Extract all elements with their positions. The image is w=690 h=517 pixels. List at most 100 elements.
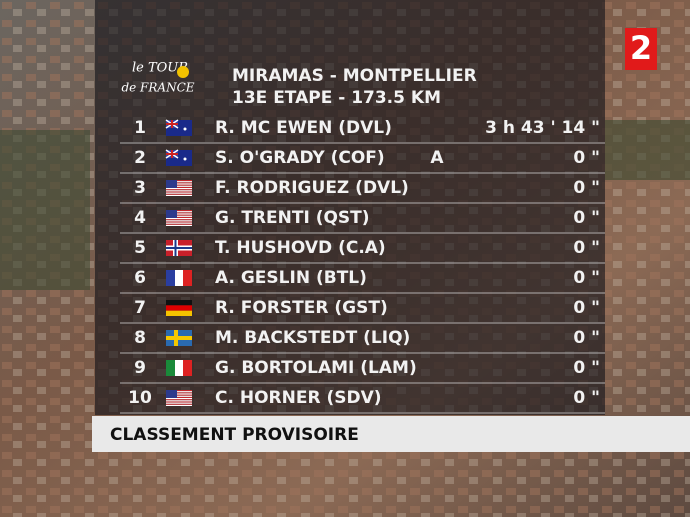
note: A: [430, 148, 444, 168]
flag-part: [183, 157, 187, 161]
flag: [166, 300, 192, 316]
flag-part: [166, 404, 192, 406]
flag-part: [166, 218, 192, 220]
flag-part: [166, 216, 192, 218]
flag-part: [166, 212, 192, 214]
rider: A. GESLIN (BTL): [215, 268, 367, 288]
flag-part: [166, 399, 192, 401]
flag-part: [175, 360, 183, 376]
stage-title: MIRAMAS - MONTPELLIER: [232, 66, 477, 86]
time: 0 ": [573, 208, 600, 228]
flag-part: [166, 223, 192, 225]
flag-part: [166, 310, 192, 316]
flag-part: [166, 184, 192, 186]
footer-text: CLASSEMENT PROVISOIRE: [110, 425, 359, 445]
flag-part: [166, 181, 192, 183]
rank: 10: [128, 388, 152, 408]
flag-part: [166, 224, 192, 226]
flag-part: [166, 191, 192, 193]
flag-part: [166, 220, 192, 222]
flag-part: [166, 300, 192, 306]
logo-sun: [177, 66, 189, 78]
logo-text: le TOUR: [132, 61, 188, 76]
flag-part: [166, 194, 192, 196]
stage-subtitle: 13E ETAPE - 173.5 KM: [232, 88, 441, 108]
flag-part: [166, 394, 192, 396]
flag-part: [166, 123, 178, 125]
rider: F. RODRIGUEZ (DVL): [215, 178, 409, 198]
time: 0 ": [573, 388, 600, 408]
flag-part: [166, 213, 192, 215]
flag-part: [166, 189, 192, 191]
flag-part: [166, 180, 177, 188]
rider: S. O'GRADY (COF): [215, 148, 385, 168]
flag-part: [183, 127, 187, 131]
flag-part: [166, 336, 192, 340]
flag-part: [175, 270, 183, 286]
flag-part: [166, 360, 175, 376]
flag-part: [166, 222, 192, 224]
flag-part: [166, 247, 192, 249]
flag-part: [166, 215, 192, 217]
time: 3 h 43 ' 14 ": [485, 118, 600, 138]
channel-logo: [625, 28, 657, 70]
flag: [166, 210, 192, 226]
flag-part: [166, 402, 192, 404]
rider: R. MC EWEN (DVL): [215, 118, 392, 138]
flag-part: [183, 270, 192, 286]
flag-part: [166, 221, 192, 223]
channel-number: 2: [630, 29, 652, 67]
flag: [166, 240, 192, 256]
flag-part: [166, 393, 192, 395]
flag-part: [166, 403, 192, 405]
flag-part: [166, 192, 192, 194]
footer-bar: [92, 416, 690, 452]
flag-part: [166, 214, 192, 216]
flag-part: [166, 185, 192, 187]
flag-part: [166, 396, 192, 398]
time: 0 ": [573, 178, 600, 198]
flag: [166, 360, 192, 376]
flag-part: [166, 193, 192, 195]
rank: 6: [134, 268, 146, 288]
rank: 7: [134, 298, 146, 318]
flag-part: [166, 186, 192, 188]
rank: 3: [134, 178, 146, 198]
flag: [166, 330, 192, 346]
time: 0 ": [573, 238, 600, 258]
rank: 8: [134, 328, 146, 348]
flag-part: [183, 360, 192, 376]
time: 0 ": [573, 328, 600, 348]
flag-part: [166, 390, 192, 392]
flag-part: [166, 211, 192, 213]
flag-part: [166, 391, 192, 393]
flag-part: [166, 183, 192, 185]
flag-part: [166, 188, 192, 190]
rank: 9: [134, 358, 146, 378]
rank: 4: [134, 208, 146, 228]
flag-part: [166, 395, 192, 397]
rider: G. TRENTI (QST): [215, 208, 370, 228]
logo-text: de FRANCE: [121, 81, 194, 95]
flag-part: [166, 210, 192, 212]
rank: 1: [134, 118, 146, 138]
rider: R. FORSTER (GST): [215, 298, 388, 318]
flag-part: [166, 153, 178, 155]
park: [0, 130, 90, 290]
flag-part: [166, 180, 192, 182]
flag-part: [166, 392, 192, 394]
flag-part: [166, 400, 192, 402]
rider: M. BACKSTEDT (LIQ): [215, 328, 410, 348]
rider: C. HORNER (SDV): [215, 388, 382, 408]
flag-part: [166, 190, 192, 192]
flag-part: [166, 401, 192, 403]
flag-part: [166, 305, 192, 311]
flag-part: [166, 182, 192, 184]
flag: [166, 390, 192, 406]
time: 0 ": [573, 268, 600, 288]
flag-part: [166, 270, 175, 286]
flag-part: [166, 398, 192, 400]
flag: [166, 180, 192, 196]
